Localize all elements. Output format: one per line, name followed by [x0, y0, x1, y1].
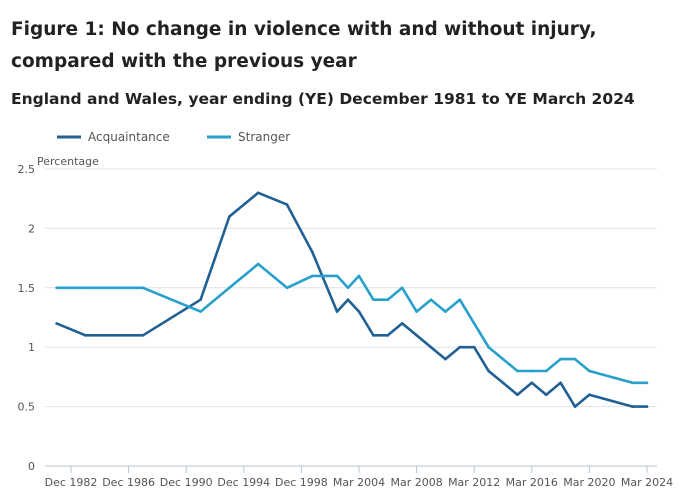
- data-point: [573, 357, 577, 361]
- series-line-stranger: [56, 262, 647, 385]
- x-tick-label: Mar 2024: [621, 476, 673, 489]
- data-point: [372, 334, 375, 337]
- chart-title: Figure 1: No change in violence with and…: [11, 19, 597, 72]
- data-point: [400, 322, 404, 325]
- data-point: [559, 357, 562, 361]
- data-point: [588, 369, 591, 373]
- x-tick-label: Mar 2012: [448, 476, 500, 489]
- data-point: [386, 334, 390, 337]
- data-point: [530, 381, 534, 385]
- x-tick-label: Dec 1990: [160, 476, 213, 489]
- x-tick-label: Dec 1998: [275, 476, 328, 489]
- x-tick-label: Dec 1982: [45, 476, 98, 489]
- data-point: [487, 345, 490, 349]
- data-point: [645, 381, 649, 385]
- data-point: [311, 274, 314, 278]
- data-point: [559, 381, 562, 385]
- data-point: [256, 262, 260, 266]
- data-point: [458, 298, 462, 301]
- data-point: [472, 322, 476, 325]
- data-point: [335, 274, 339, 278]
- data-point: [311, 250, 314, 254]
- series-line-acquaintance: [56, 191, 647, 408]
- data-point: [444, 310, 447, 313]
- data-point: [256, 191, 260, 195]
- data-point: [228, 286, 231, 290]
- data-point: [372, 298, 375, 301]
- x-tick-label: Mar 2016: [506, 476, 558, 489]
- data-point: [55, 286, 58, 290]
- data-point: [544, 393, 548, 397]
- data-point: [573, 405, 577, 408]
- data-point: [228, 215, 231, 218]
- data-point: [501, 357, 505, 361]
- x-tick-label: Dec 1994: [217, 476, 270, 489]
- data-point: [444, 357, 447, 361]
- data-point: [631, 405, 634, 408]
- data-point: [487, 369, 490, 373]
- data-point: [199, 298, 202, 301]
- y-tick-label: 1: [28, 341, 35, 354]
- legend-label: Stranger: [238, 130, 290, 144]
- data-point: [357, 310, 361, 313]
- data-point: [530, 369, 534, 373]
- data-point: [415, 310, 418, 313]
- data-point: [84, 286, 87, 290]
- y-tick-label: 2: [28, 222, 35, 235]
- data-point: [346, 286, 350, 290]
- data-point: [386, 298, 390, 301]
- data-point: [400, 286, 404, 290]
- legend-label: Acquaintance: [88, 130, 170, 144]
- data-point: [472, 345, 476, 349]
- data-point: [55, 322, 58, 325]
- y-axis-label: Percentage: [37, 155, 99, 168]
- data-point: [516, 393, 519, 397]
- data-point: [631, 381, 634, 385]
- data-point: [335, 310, 339, 313]
- data-point: [429, 345, 433, 349]
- data-point: [141, 286, 145, 290]
- y-tick-label: 0.5: [18, 401, 36, 414]
- y-tick-label: 0: [28, 460, 35, 473]
- data-point: [544, 369, 548, 373]
- data-point: [501, 381, 505, 385]
- chart-subtitle: England and Wales, year ending (YE) Dece…: [11, 90, 635, 108]
- data-point: [516, 369, 519, 373]
- data-point: [346, 298, 350, 301]
- data-point: [357, 274, 361, 278]
- data-point: [285, 203, 289, 206]
- data-point: [199, 310, 202, 313]
- data-point: [84, 334, 87, 337]
- x-tick-label: Mar 2008: [390, 476, 442, 489]
- data-point: [415, 334, 418, 337]
- data-point: [141, 334, 145, 337]
- x-tick-label: Dec 1986: [102, 476, 155, 489]
- y-tick-label: 1.5: [18, 282, 36, 295]
- y-tick-label: 2.5: [18, 163, 36, 176]
- x-tick-label: Mar 2020: [563, 476, 615, 489]
- data-point: [588, 393, 591, 397]
- data-point: [429, 298, 433, 301]
- x-tick-label: Mar 2004: [333, 476, 385, 489]
- data-point: [645, 405, 649, 408]
- data-point: [285, 286, 289, 290]
- data-point: [458, 345, 462, 349]
